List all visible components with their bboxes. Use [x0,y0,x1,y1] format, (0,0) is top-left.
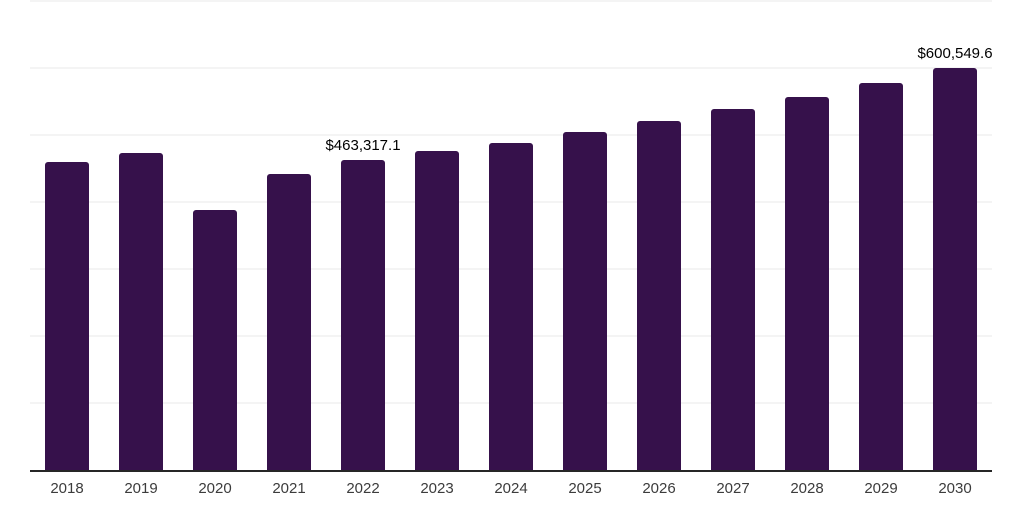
bar-slot [770,1,844,470]
bar-2018[interactable] [45,162,89,470]
x-tick-label: 2021 [272,480,306,497]
bar-slot [104,1,178,470]
x-tick-label: 2023 [420,480,454,497]
bar-2019[interactable] [119,153,163,470]
bar-2022[interactable] [341,160,385,470]
bar-slot [400,1,474,470]
bar-2020[interactable] [193,210,237,470]
bar-slot: $463,317.1 [325,1,401,470]
bar-2028[interactable] [785,97,829,470]
gridline [30,134,992,136]
bar-slot [474,1,548,470]
x-axis: 2018 2019 2020 2021 2022 2023 2024 2025 2026 2027… [30,480,992,497]
bar-slot [622,1,696,470]
x-tick-label: 2020 [198,480,232,497]
bar-slot [548,1,622,470]
x-tick-label: 2027 [716,480,750,497]
x-tick-label: 2022 [346,480,380,497]
bar-2026[interactable] [637,121,681,470]
bar-2029[interactable] [859,83,903,470]
bar-slot [252,1,326,470]
x-tick-label: 2019 [124,480,158,497]
gridline [30,0,992,2]
bar-2023[interactable] [415,151,459,470]
bar-2021[interactable] [267,174,311,470]
bar-slot [178,1,252,470]
x-tick-label: 2018 [50,480,84,497]
bar-2030[interactable] [933,68,977,470]
plot-area: $463,317.1 $600,549.6 [30,0,993,472]
bar-slot [30,1,104,470]
bar-value-label: $600,549.6 [917,45,993,62]
bars-layer: $463,317.1 $600,549.6 [30,1,993,470]
bar-2027[interactable] [711,109,755,470]
x-tick-label: 2025 [568,480,602,497]
x-tick-label: 2029 [864,480,898,497]
bar-value-label: $463,317.1 [325,137,401,154]
bar-2025[interactable] [563,132,607,470]
x-tick-label: 2024 [494,480,528,497]
gridline [30,67,992,69]
bar-slot: $600,549.6 [917,1,993,470]
bar-slot [696,1,770,470]
x-tick-label: 2026 [642,480,676,497]
bar-slot [844,1,918,470]
x-tick-label: 2030 [938,480,972,497]
x-tick-label: 2028 [790,480,824,497]
bar-2024[interactable] [489,143,533,470]
